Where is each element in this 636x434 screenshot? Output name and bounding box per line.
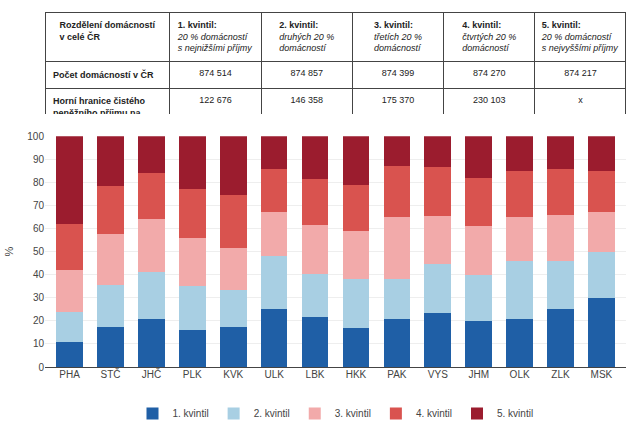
svg-text:4. kvintil:čtvrtých 20 %domácn: 4. kvintil:čtvrtých 20 %domácností [462, 20, 516, 53]
svg-text:10: 10 [33, 338, 45, 349]
svg-text:PLK: PLK [183, 369, 202, 380]
svg-text:60: 60 [33, 223, 45, 234]
svg-text:2. kvintil: 2. kvintil [254, 408, 290, 419]
svg-text:874 217: 874 217 [564, 68, 597, 78]
svg-text:2. kvintil:druhých 20 %domácno: 2. kvintil:druhých 20 %domácností [279, 20, 334, 53]
svg-text:x: x [578, 95, 583, 105]
svg-text:%: % [3, 247, 15, 257]
svg-text:5. kvintil:20 % domácnostís ne: 5. kvintil:20 % domácnostís nejvyššími p… [541, 20, 619, 53]
svg-text:STČ: STČ [100, 368, 120, 380]
svg-text:122 676: 122 676 [199, 95, 232, 105]
html-text:osobu v ČR (Kč): osobu v ČR (Kč) [53, 119, 123, 130]
svg-text:1. kvintil: 1. kvintil [173, 408, 209, 419]
svg-text:146 358: 146 358 [290, 95, 323, 105]
svg-text:874 514: 874 514 [199, 68, 232, 78]
svg-text:PHA: PHA [59, 369, 80, 380]
svg-text:100: 100 [27, 131, 44, 142]
svg-text:LBK: LBK [306, 369, 325, 380]
svg-text:70: 70 [33, 200, 45, 211]
svg-text:80: 80 [33, 177, 45, 188]
svg-text:230 103: 230 103 [473, 95, 506, 105]
svg-text:PAK: PAK [387, 369, 407, 380]
svg-text:20: 20 [33, 315, 45, 326]
svg-text:HKK: HKK [346, 369, 367, 380]
svg-text:JHČ: JHČ [142, 368, 161, 380]
svg-text:3. kvintil: 3. kvintil [335, 408, 371, 419]
svg-text:175 370: 175 370 [382, 95, 415, 105]
svg-text:MSK: MSK [591, 369, 613, 380]
svg-text:874 270: 874 270 [473, 68, 506, 78]
svg-text:50: 50 [33, 246, 45, 257]
svg-text:Horní hranice čistéhopeněžního: Horní hranice čistéhopeněžního příjmu na… [53, 96, 146, 114]
svg-text:Rozdělení domácnostív celé ČR: Rozdělení domácnostív celé ČR [59, 20, 155, 42]
svg-text:874 399: 874 399 [382, 68, 415, 78]
svg-text:ZLK: ZLK [551, 369, 570, 380]
svg-text:KVK: KVK [223, 369, 243, 380]
svg-text:3. kvintil:třetích 20 %domácno: 3. kvintil:třetích 20 %domácností [374, 20, 422, 53]
svg-text:OLK: OLK [510, 369, 530, 380]
svg-text:5. kvintil: 5. kvintil [497, 408, 533, 419]
svg-text:40: 40 [33, 269, 45, 280]
svg-text:4. kvintil: 4. kvintil [416, 408, 452, 419]
svg-text:Počet domácností v ČR: Počet domácností v ČR [53, 69, 154, 80]
svg-text:90: 90 [33, 154, 45, 165]
svg-text:1. kvintil:20 % domácnostís ne: 1. kvintil:20 % domácnostís nejnižšími p… [177, 20, 253, 53]
svg-text:874 857: 874 857 [290, 68, 323, 78]
svg-text:30: 30 [33, 292, 45, 303]
svg-text:VYS: VYS [428, 369, 448, 380]
svg-text:ULK: ULK [264, 369, 284, 380]
svg-text:JHM: JHM [468, 369, 489, 380]
svg-text:0: 0 [38, 362, 44, 373]
